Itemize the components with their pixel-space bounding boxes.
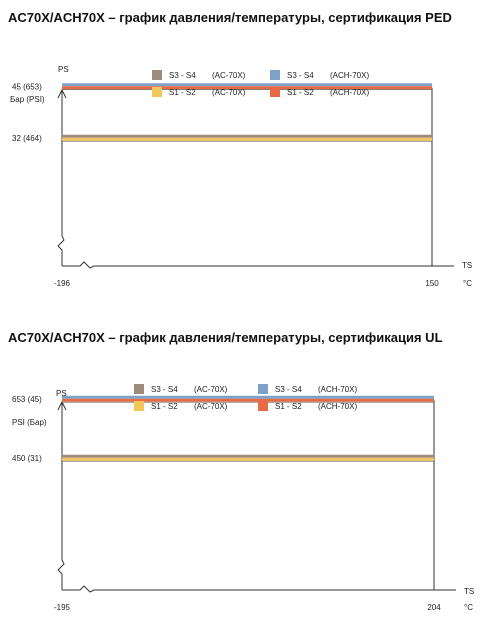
y-axis-line — [57, 402, 65, 590]
legend-label: S1 - S2 — [169, 88, 196, 97]
x-unit-label: °C — [463, 279, 472, 288]
chart-ul: AC70X/ACH70X – график давления/температу… — [0, 330, 501, 621]
legend-swatch — [134, 384, 144, 394]
legend-model: (ACH-70X) — [330, 88, 369, 97]
y-unit-label: Бар (PSI) — [10, 95, 45, 104]
legend-swatch — [258, 401, 268, 411]
x-axis-line — [62, 585, 456, 593]
chart-ped: AC70X/ACH70X – график давления/температу… — [0, 10, 501, 300]
y-axis-label: PS — [56, 389, 67, 398]
y-tick-label: 450 (31) — [12, 454, 42, 463]
x-tick-label: 150 — [425, 279, 439, 288]
legend-swatch — [134, 401, 144, 411]
legend-label: S1 - S2 — [287, 88, 314, 97]
x-tick-label: -195 — [54, 603, 71, 612]
legend-model: (ACH-70X) — [318, 385, 357, 394]
legend-model: (ACH-70X) — [318, 402, 357, 411]
x-axis-label: TS — [462, 261, 472, 270]
legend-label: S3 - S4 — [169, 71, 196, 80]
legend-model: (AC-70X) — [212, 88, 246, 97]
y-tick-label: 45 (653) — [12, 83, 42, 92]
x-axis-label: TS — [464, 587, 474, 596]
x-tick-label: -196 — [54, 279, 71, 288]
legend-swatch — [258, 384, 268, 394]
chart-ul-plot: PS PSI (Бар) TS °C 653 (45) 450 (31) -195 204 S3… — [12, 384, 474, 612]
legend-label: S3 - S4 — [287, 71, 314, 80]
legend-model: (AC-70X) — [194, 402, 228, 411]
y-axis-line — [57, 90, 65, 266]
legend-label: S3 - S4 — [275, 385, 302, 394]
legend-swatch — [270, 87, 280, 97]
x-unit-label: °C — [464, 603, 473, 612]
y-tick-label: 32 (464) — [12, 134, 42, 143]
y-tick-label: 653 (45) — [12, 395, 42, 404]
y-axis-label: PS — [58, 65, 69, 74]
chart-title: AC70X/ACH70X – график давления/температу… — [8, 330, 443, 345]
legend-swatch — [152, 70, 162, 80]
chart-title: AC70X/ACH70X – график давления/температу… — [8, 10, 452, 25]
legend-swatch — [270, 70, 280, 80]
legend-model: (ACH-70X) — [330, 71, 369, 80]
chart-ped-plot: PS Бар (PSI) TS °C 45 (653) 32 (464) -196 150 S3… — [10, 65, 472, 288]
y-unit-label: PSI (Бар) — [12, 418, 47, 427]
legend-label: S1 - S2 — [275, 402, 302, 411]
x-axis-line — [62, 261, 454, 269]
x-tick-label: 204 — [427, 603, 441, 612]
legend-model: (AC-70X) — [212, 71, 246, 80]
legend-label: S1 - S2 — [151, 402, 178, 411]
legend-model: (AC-70X) — [194, 385, 228, 394]
legend-swatch — [152, 87, 162, 97]
legend-label: S3 - S4 — [151, 385, 178, 394]
